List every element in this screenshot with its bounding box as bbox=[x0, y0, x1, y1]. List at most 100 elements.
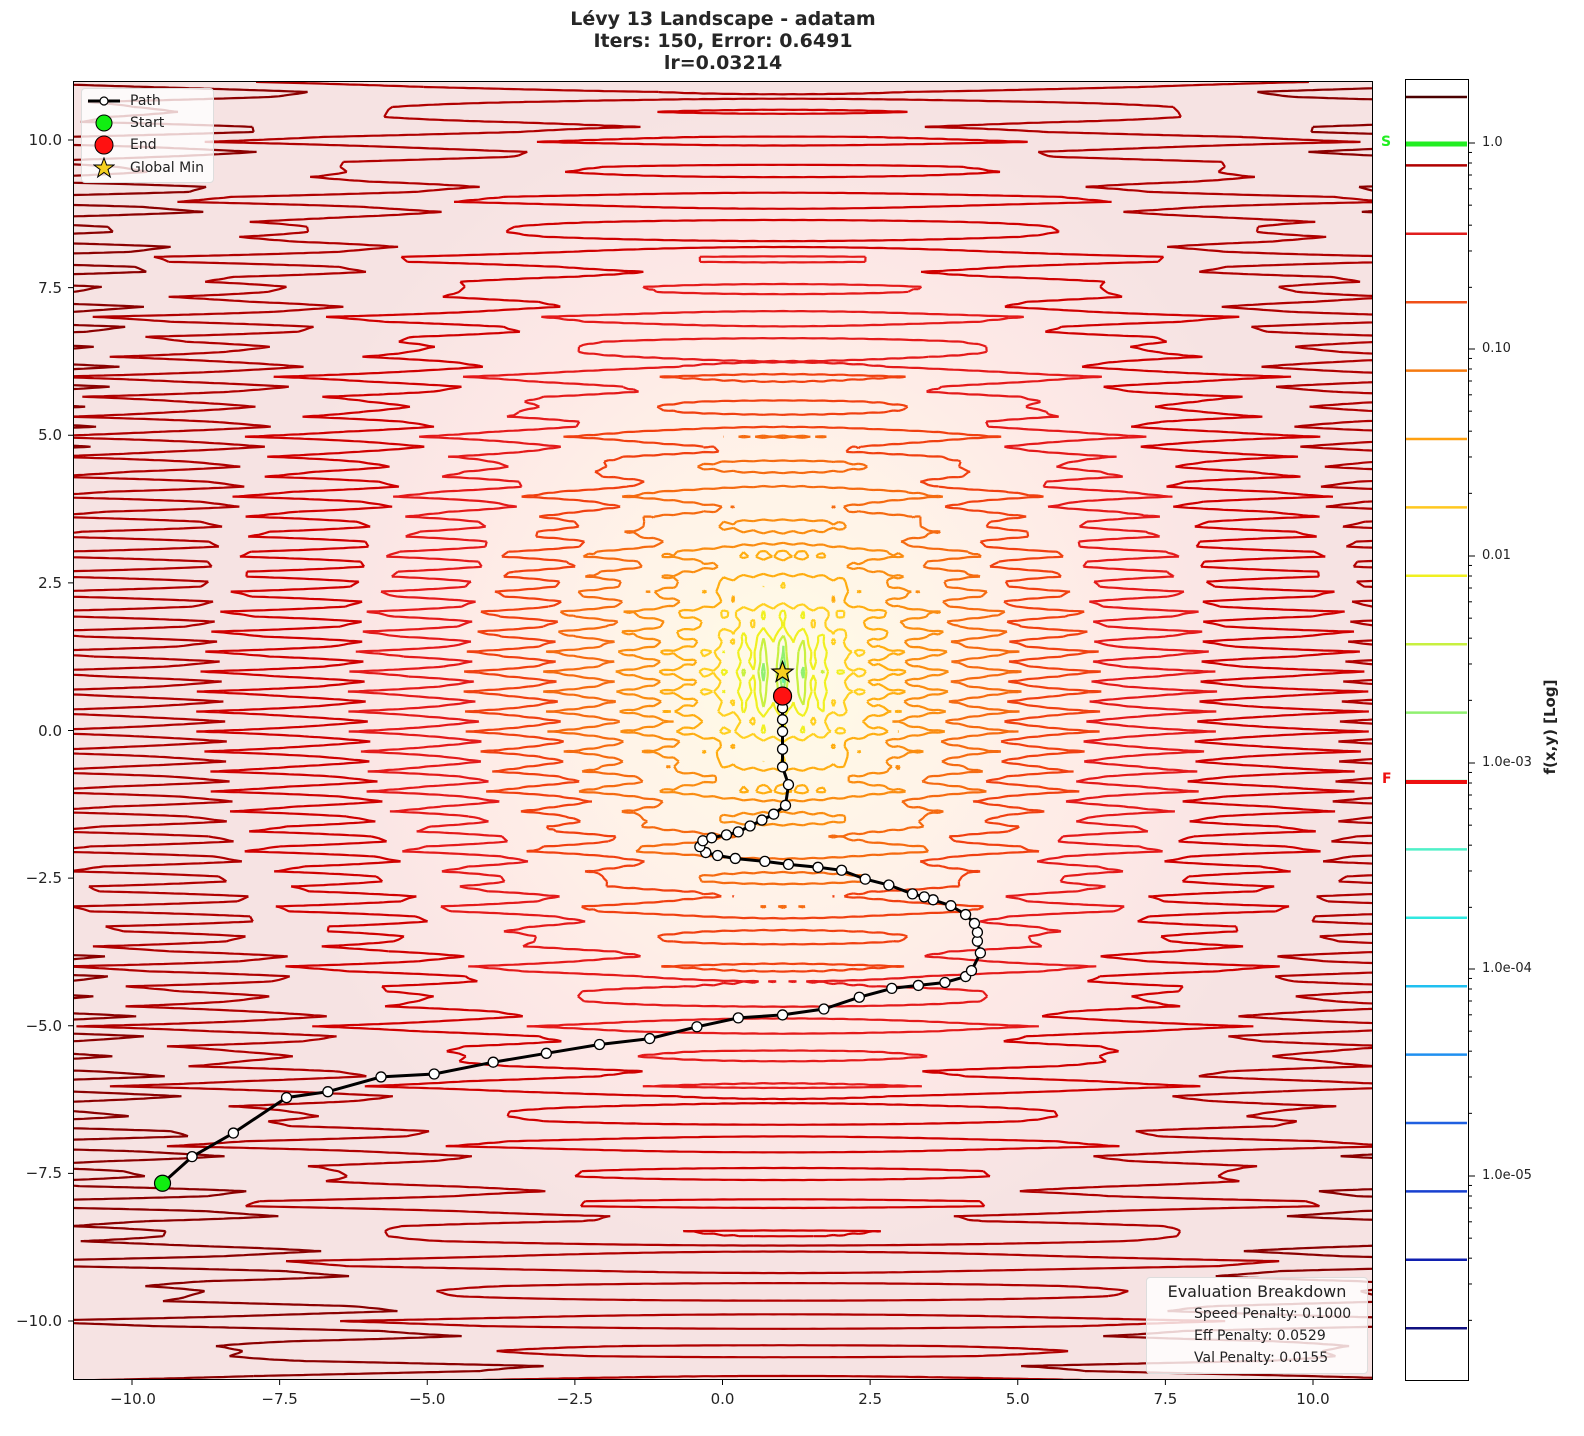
path-point bbox=[744, 820, 756, 832]
path-point bbox=[965, 965, 978, 977]
colorbar-levels bbox=[1406, 95, 1467, 1330]
x-tick-label: 5.0 bbox=[1005, 1390, 1030, 1408]
colorbar-tick-label: 1.0e-03 bbox=[1482, 755, 1532, 770]
legend: Path Start End Global Min bbox=[81, 88, 214, 183]
y-tick-label: 7.5 bbox=[38, 278, 62, 297]
x-tick-label: −10.0 bbox=[110, 1390, 156, 1408]
global-min-star bbox=[770, 659, 795, 683]
contour-level bbox=[542, 434, 1022, 910]
path-point bbox=[945, 900, 957, 912]
chart-title: Lévy 13 Landscape - adatam Iters: 150, E… bbox=[0, 8, 1446, 74]
path-point bbox=[756, 814, 768, 826]
path-point bbox=[812, 861, 824, 873]
x-tick-label: −7.5 bbox=[261, 1390, 298, 1408]
final-value-marker: F bbox=[1382, 771, 1392, 787]
colorbar bbox=[1405, 79, 1469, 1381]
x-tick-label: −2.5 bbox=[556, 1390, 594, 1408]
path-point bbox=[280, 1091, 293, 1104]
contour-level bbox=[720, 609, 846, 736]
speed-penalty: Speed Penalty: 0.1000 bbox=[1194, 1306, 1352, 1322]
y-tick-label: 5.0 bbox=[38, 426, 62, 445]
x-tick-label: 10.0 bbox=[1296, 1390, 1330, 1408]
path-point bbox=[732, 826, 744, 838]
y-tick-label: 0.0 bbox=[38, 721, 62, 740]
path-point bbox=[939, 976, 951, 989]
val-penalty: Val Penalty: 0.0155 bbox=[1194, 1350, 1329, 1366]
path-point bbox=[912, 979, 925, 992]
path-point bbox=[918, 891, 930, 903]
eff-penalty: Eff Penalty: 0.0529 bbox=[1194, 1328, 1326, 1344]
path-point bbox=[540, 1047, 553, 1059]
path-point bbox=[818, 1003, 830, 1015]
path-point bbox=[732, 1012, 744, 1024]
x-tick-label: 0.0 bbox=[710, 1390, 735, 1408]
path-point bbox=[776, 725, 789, 738]
path-point bbox=[768, 808, 780, 820]
contour-level bbox=[741, 634, 825, 710]
path-point bbox=[227, 1127, 240, 1139]
path-point bbox=[853, 991, 865, 1003]
title-line-2: Iters: 150, Error: 0.6491 bbox=[593, 30, 853, 52]
path-point bbox=[729, 852, 741, 865]
colorbar-tick-label: 1.0 bbox=[1482, 135, 1503, 150]
path-point bbox=[782, 858, 795, 871]
contour-level bbox=[347, 255, 1218, 1090]
x-tick-label: 7.5 bbox=[1153, 1390, 1178, 1408]
path-point bbox=[883, 879, 895, 891]
path-point bbox=[428, 1068, 440, 1080]
legend-item-global-min: Global Min bbox=[82, 157, 204, 179]
red-circle-icon bbox=[82, 134, 126, 156]
colorbar-tick-label: 1.0e-04 bbox=[1482, 961, 1532, 976]
path-point bbox=[720, 829, 733, 841]
contour-level bbox=[196, 108, 1369, 1238]
path-line-icon bbox=[82, 95, 126, 107]
contour-layer bbox=[74, 82, 1372, 1379]
title-line-3: lr=0.03214 bbox=[663, 52, 783, 74]
y-tick-label: −5.0 bbox=[25, 1016, 62, 1035]
path-point bbox=[776, 714, 789, 726]
y-tick-label: −7.5 bbox=[25, 1164, 62, 1183]
path-point bbox=[906, 888, 919, 900]
contour-level bbox=[74, 82, 1372, 1379]
colorbar-tick-label: 0.01 bbox=[1482, 548, 1511, 563]
title-line-1: Lévy 13 Landscape - adatam bbox=[570, 8, 876, 30]
path-point bbox=[776, 761, 789, 773]
path-point bbox=[776, 743, 789, 755]
y-tick-label: −10.0 bbox=[16, 1312, 62, 1330]
y-tick-label: −2.5 bbox=[25, 869, 62, 888]
path-point bbox=[779, 799, 792, 811]
legend-item-start: Start bbox=[82, 113, 164, 133]
start-marker bbox=[153, 1174, 172, 1192]
path-point bbox=[959, 908, 972, 921]
y-tick-label: 2.5 bbox=[38, 573, 62, 592]
plot-area bbox=[73, 81, 1373, 1380]
path-point bbox=[706, 832, 718, 844]
path-point bbox=[835, 864, 848, 876]
green-circle-icon bbox=[82, 113, 126, 133]
path-point bbox=[644, 1032, 656, 1045]
x-tick-label: 2.5 bbox=[858, 1390, 883, 1408]
path-point bbox=[487, 1056, 499, 1068]
x-tick-label: −5.0 bbox=[409, 1390, 446, 1408]
contour-level bbox=[658, 549, 907, 795]
path-point bbox=[782, 778, 795, 791]
path-point bbox=[186, 1151, 198, 1163]
star-icon bbox=[82, 157, 126, 179]
optimizer-path bbox=[153, 659, 987, 1192]
contour-level bbox=[698, 581, 867, 764]
evaluation-breakdown-box: Evaluation Breakdown Speed Penalty: 0.10… bbox=[1146, 1277, 1368, 1374]
path-point bbox=[322, 1086, 334, 1098]
colorbar-tick-label: 1.0e-05 bbox=[1482, 1168, 1532, 1183]
path-point bbox=[711, 849, 724, 862]
path-point bbox=[776, 1009, 789, 1021]
y-tick-label: 10.0 bbox=[28, 131, 62, 149]
path-point bbox=[691, 1021, 703, 1033]
path-point bbox=[974, 947, 987, 959]
path-point bbox=[375, 1071, 387, 1083]
start-value-marker: S bbox=[1381, 134, 1392, 150]
contour-level bbox=[463, 372, 1102, 973]
colorbar-tick-label: 0.10 bbox=[1482, 341, 1511, 356]
end-marker bbox=[772, 686, 793, 706]
contour-level bbox=[615, 518, 949, 827]
